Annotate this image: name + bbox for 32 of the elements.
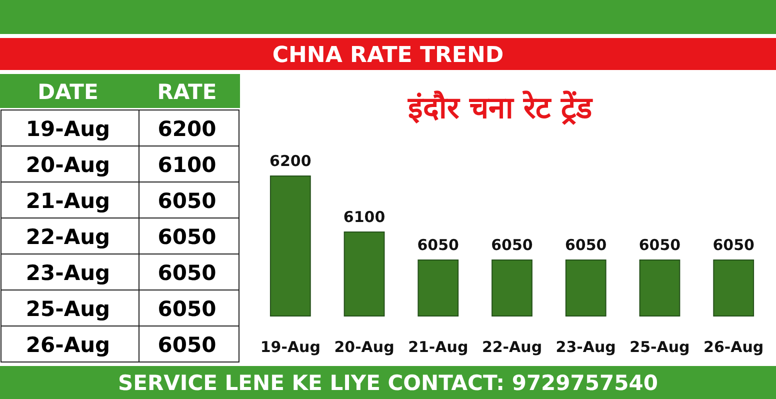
category-label: 20-Aug bbox=[26, 153, 110, 177]
data-label: 6050 bbox=[491, 236, 533, 254]
x-tick-label: 19-Aug bbox=[260, 338, 320, 356]
data-label: 6100 bbox=[343, 208, 386, 226]
data-label: 6200 bbox=[270, 152, 312, 170]
data-label: 6050 bbox=[158, 333, 216, 357]
data-label: 6050 bbox=[158, 189, 216, 213]
x-tick-label: 22-Aug bbox=[482, 338, 542, 356]
text: SERVICE LENE KE LIYE CONTACT: 9729757540 bbox=[118, 371, 658, 395]
data-label: 6050 bbox=[158, 225, 216, 249]
x-tick-label: 23-Aug bbox=[556, 338, 616, 356]
text: CHNA RATE TREND bbox=[272, 43, 504, 68]
category-label: 23-Aug bbox=[26, 261, 110, 285]
data-label: 6050 bbox=[158, 261, 216, 285]
data-label: 6050 bbox=[417, 236, 460, 254]
category-label: 19-Aug bbox=[26, 117, 110, 141]
text: DATE bbox=[38, 80, 98, 104]
chart-subtitle: इंदौर चना रेट ट्रेंड bbox=[406, 90, 594, 126]
category-label: 25-Aug bbox=[26, 297, 110, 321]
data-label: 6050 bbox=[712, 236, 754, 254]
data-label: 6100 bbox=[158, 153, 216, 177]
x-tick-label: 20-Aug bbox=[334, 338, 394, 356]
data-label: 6050 bbox=[158, 297, 216, 321]
category-label: 22-Aug bbox=[26, 225, 110, 249]
x-tick-label: 25-Aug bbox=[630, 338, 690, 356]
x-tick-label: 26-Aug bbox=[704, 338, 764, 356]
data-label: 6050 bbox=[638, 236, 681, 254]
text: RATE bbox=[157, 80, 217, 104]
data-label: 6200 bbox=[158, 117, 216, 141]
x-tick-label: 21-Aug bbox=[408, 338, 468, 356]
data-label: 6050 bbox=[564, 236, 607, 254]
category-label: 21-Aug bbox=[26, 189, 110, 213]
